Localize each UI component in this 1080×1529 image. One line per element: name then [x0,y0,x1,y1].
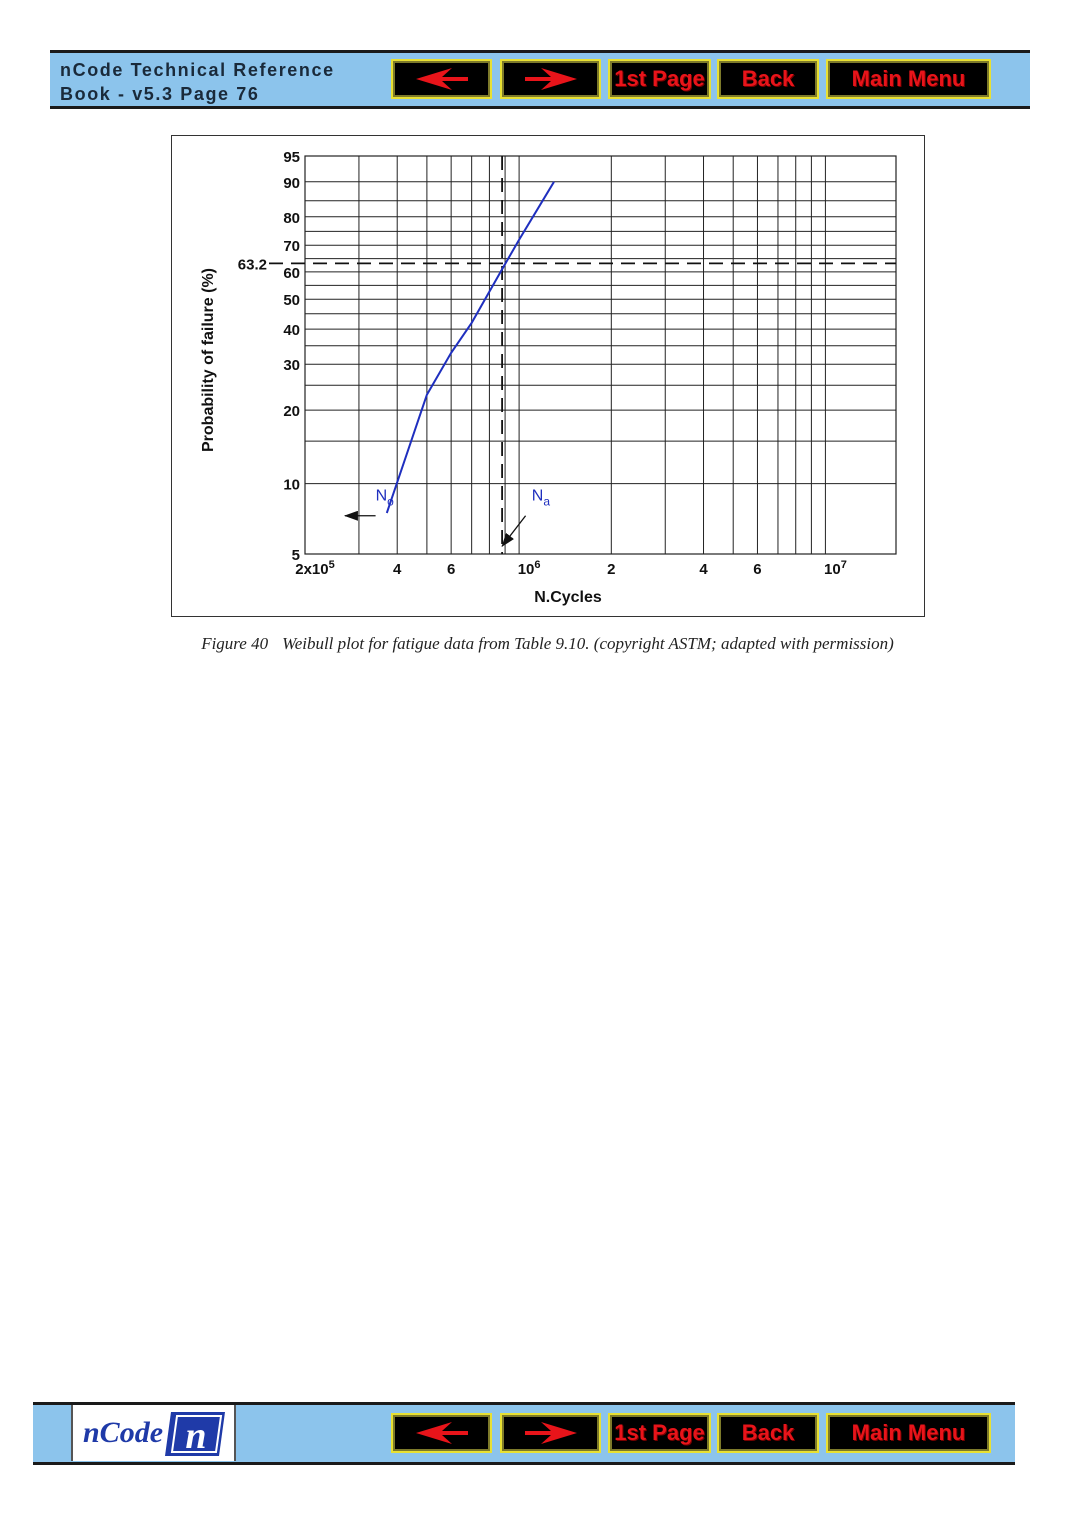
top-navigation-bar: nCode Technical Reference Book - v5.3 Pa… [50,50,1030,109]
y-tick-label: 40 [283,322,300,339]
reference-line-label: 63.2 [238,256,267,273]
y-tick-label: 95 [283,149,300,166]
x-tick-label: 107 [824,559,847,578]
next-page-button-bottom[interactable] [500,1413,601,1453]
previous-page-button[interactable] [391,59,492,99]
book-title: nCode Technical Reference Book - v5.3 Pa… [60,58,335,106]
previous-page-button-bottom[interactable] [391,1413,492,1453]
ncode-logo-icon: n [165,1412,226,1456]
book-title-line2: Book - v5.3 Page 76 [60,84,260,104]
x-tick-label: 4 [699,561,708,578]
right-arrow-icon [524,68,577,90]
annotation-arrow [501,515,527,548]
first-page-label: 1st Page [614,1420,705,1445]
y-tick-label: 60 [283,265,300,282]
plot-border [304,155,897,555]
left-arrow-icon [415,1422,468,1444]
y-tick-label: 20 [283,403,300,420]
right-arrow-icon [524,1422,577,1444]
x-tick-label: 6 [753,561,761,578]
back-button[interactable]: Back [717,59,819,99]
y-tick-label: 5 [292,547,300,564]
next-page-button[interactable] [500,59,601,99]
main-menu-button-bottom[interactable]: Main Menu [826,1413,991,1453]
y-tick-label: 80 [283,210,300,227]
y-tick-label: 90 [283,175,300,192]
y-tick-label: 50 [283,292,300,309]
left-arrow-icon [415,68,468,90]
back-button-bottom[interactable]: Back [717,1413,819,1453]
x-tick-label: 4 [393,561,402,578]
first-page-label: 1st Page [614,66,705,91]
logo-mark-letter: n [185,1415,206,1456]
figure-caption: Figure 40 Weibull plot for fatigue data f… [0,634,1080,654]
logo-text: nCode [83,1416,164,1449]
main-menu-label: Main Menu [851,1420,966,1445]
x-tick-label: 106 [518,559,541,578]
annotation-label: Na [532,487,551,508]
x-tick-label: 6 [447,561,455,578]
figure-frame: 63.2 5 10 20 30 40 50 60 70 80 90 95 2x105 4 6 106 2 4 6 1… [171,135,925,617]
main-menu-label: Main Menu [851,66,966,91]
main-menu-button[interactable]: Main Menu [826,59,991,99]
y-tick-label: 70 [283,238,300,255]
x-tick-label: 2 [607,561,615,578]
bottom-navigation-bar: nCode n 1st Page Back Main Menu [33,1402,1015,1465]
book-title-line1: nCode Technical Reference [60,60,335,80]
weibull-chart: 63.2 5 10 20 30 40 50 60 70 80 90 95 2x105 4 6 106 2 4 6 1… [200,149,897,606]
figure-number: Figure 40 [201,634,269,653]
y-axis-label: Probability of failure (%) [200,268,217,452]
back-label: Back [741,66,795,91]
caption-text: Weibull plot for fatigue data from Table… [282,634,894,653]
ncode-logo[interactable]: nCode n [71,1405,236,1461]
back-label: Back [741,1420,795,1445]
x-tick-label: 2x105 [295,559,335,578]
first-page-button-bottom[interactable]: 1st Page [608,1413,711,1453]
x-axis-label: N.Cycles [534,589,602,606]
first-page-button[interactable]: 1st Page [608,59,711,99]
data-series-line [385,181,555,514]
annotation-label: No [376,487,395,508]
y-tick-label: 10 [283,477,300,494]
y-tick-label: 30 [283,357,300,374]
